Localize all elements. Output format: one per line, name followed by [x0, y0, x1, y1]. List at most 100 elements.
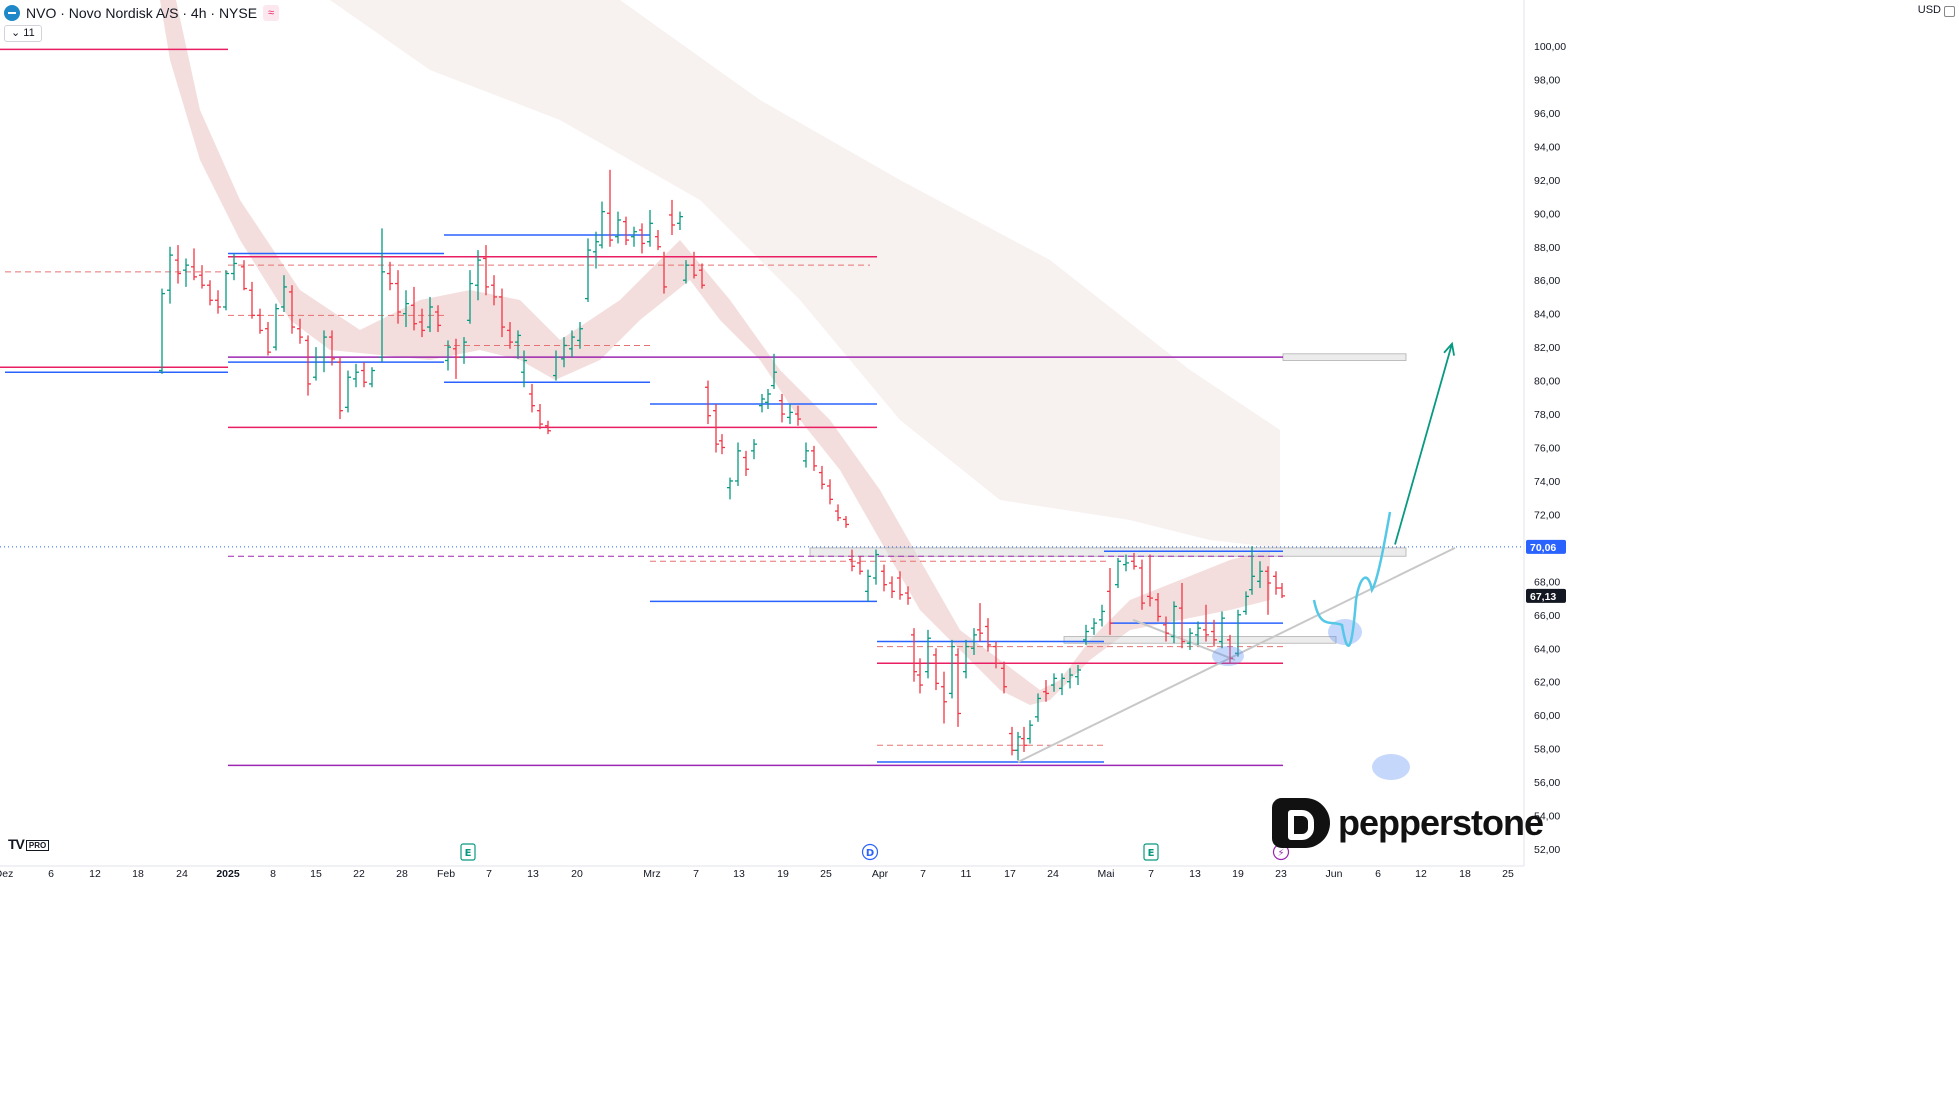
- candle-down: [257, 308, 263, 334]
- y-tick-label: 72,00: [1534, 509, 1560, 521]
- candle-down: [917, 658, 923, 694]
- y-tick-label: 92,00: [1534, 175, 1560, 187]
- x-tick-label: Apr: [872, 868, 889, 880]
- x-tick-label: 13: [733, 868, 745, 880]
- candle-up: [1015, 731, 1021, 761]
- x-tick-label: 23: [1275, 868, 1287, 880]
- candle-down: [191, 248, 197, 281]
- x-tick-label: Feb: [437, 868, 455, 880]
- candle-up: [925, 629, 931, 679]
- y-tick-label: 88,00: [1534, 242, 1560, 254]
- event-marker-box: [460, 843, 476, 861]
- candle-down: [985, 618, 991, 652]
- candle-down: [719, 434, 725, 455]
- candle-up: [445, 340, 451, 371]
- candle-up: [599, 201, 605, 249]
- x-tick-label: 22: [353, 868, 365, 880]
- y-tick-label: 80,00: [1534, 376, 1560, 388]
- interval-badge[interactable]: ⌄ 11: [4, 25, 42, 42]
- candle-down: [1009, 726, 1015, 756]
- time-axis[interactable]: Dez 6 12 18 24 2025 8 15 22 28 Feb 7 13 20 Mrz 7 13 19 25 A…: [0, 868, 1514, 880]
- candle-up: [1123, 554, 1129, 572]
- event-markers[interactable]: E D E ⚡: [460, 843, 1290, 861]
- candle-down: [881, 564, 887, 592]
- y-tick-label: 68,00: [1534, 576, 1560, 588]
- y-tick-label: 74,00: [1534, 476, 1560, 488]
- candle-up: [1091, 618, 1097, 635]
- x-tick-label: 25: [1502, 868, 1514, 880]
- highlight-ellipse: [1372, 754, 1410, 780]
- x-tick-label: 18: [1459, 868, 1471, 880]
- y-tick-label: 58,00: [1534, 744, 1560, 756]
- candle-down: [1155, 593, 1161, 622]
- currency-label[interactable]: USD: [1917, 4, 1941, 16]
- candle-down: [889, 576, 895, 599]
- broker-logo: pepperstone: [1272, 798, 1544, 848]
- x-tick-label: 13: [527, 868, 539, 880]
- symbol-title[interactable]: NVO · Novo Nordisk A/S · 4h · NYSE: [26, 5, 258, 21]
- candle-down: [857, 556, 863, 575]
- x-tick-label: 15: [310, 868, 322, 880]
- candle-down: [491, 275, 497, 306]
- candle-up: [1051, 673, 1057, 692]
- candle-down: [811, 445, 817, 471]
- candle-up: [751, 439, 757, 460]
- candle-up: [1243, 591, 1249, 615]
- candle-down: [1279, 583, 1285, 599]
- y-tick-label: 56,00: [1534, 777, 1560, 789]
- candle-up: [593, 231, 599, 269]
- candle-up: [223, 270, 229, 311]
- candle-up: [759, 393, 765, 413]
- candle-down: [305, 335, 311, 396]
- secondary-trendline: [1132, 618, 1236, 661]
- candle-down: [207, 280, 213, 306]
- candle-down: [529, 383, 535, 413]
- candle-down: [933, 648, 939, 691]
- x-tick-label: Mai: [1098, 868, 1115, 880]
- candle-down: [411, 286, 417, 331]
- candle-up: [727, 477, 733, 500]
- y-tick-label: 86,00: [1534, 275, 1560, 287]
- platform-logo-text: TV: [8, 836, 25, 852]
- candle-up: [949, 639, 955, 699]
- candle-up: [231, 253, 237, 281]
- candle-up: [1195, 621, 1201, 645]
- x-tick-label: 6: [1375, 868, 1381, 880]
- candle-up: [971, 628, 977, 655]
- x-tick-label: 12: [89, 868, 101, 880]
- resistance-zone: [1282, 353, 1407, 361]
- support-trendline: [1017, 546, 1456, 763]
- indicator-badge-icon[interactable]: ≈: [263, 5, 280, 21]
- candle-down: [1163, 616, 1169, 642]
- y-tick-label: 84,00: [1534, 309, 1560, 321]
- event-marker-box: [1143, 843, 1159, 861]
- ema-bands: [160, 0, 1280, 705]
- candle-up: [379, 228, 385, 363]
- candle-up: [873, 549, 879, 585]
- candle-down: [713, 404, 719, 453]
- candle-up: [369, 367, 375, 388]
- candle-down: [905, 586, 911, 605]
- candle-up: [159, 288, 165, 374]
- candle-down: [265, 322, 271, 356]
- candle-up: [345, 370, 351, 413]
- x-tick-label: 24: [176, 868, 188, 880]
- currency-square-icon[interactable]: [1944, 6, 1955, 17]
- candle-down: [639, 223, 645, 254]
- x-tick-label: 17: [1004, 868, 1016, 880]
- event-marker-circle: [861, 843, 879, 861]
- price-axis[interactable]: 52,00 54,00 56,00 58,00 60,00 62,00 64,00 66,00…: [0, 0, 1566, 867]
- y-tick-label: 98,00: [1534, 74, 1560, 86]
- trendlines: [1017, 341, 1456, 763]
- candle-up: [677, 211, 683, 231]
- candle-down: [993, 641, 999, 669]
- platform-tier-badge: PRO: [25, 839, 50, 851]
- broker-wordmark: pepperstone: [1338, 802, 1544, 843]
- candle-down: [1107, 567, 1113, 635]
- candle-down: [1147, 554, 1153, 607]
- candle-down: [1179, 583, 1185, 649]
- candle-down: [1273, 571, 1279, 595]
- candle-down: [337, 357, 343, 420]
- chart-header[interactable]: NVO · Novo Nordisk A/S · 4h · NYSE ≈: [4, 2, 280, 24]
